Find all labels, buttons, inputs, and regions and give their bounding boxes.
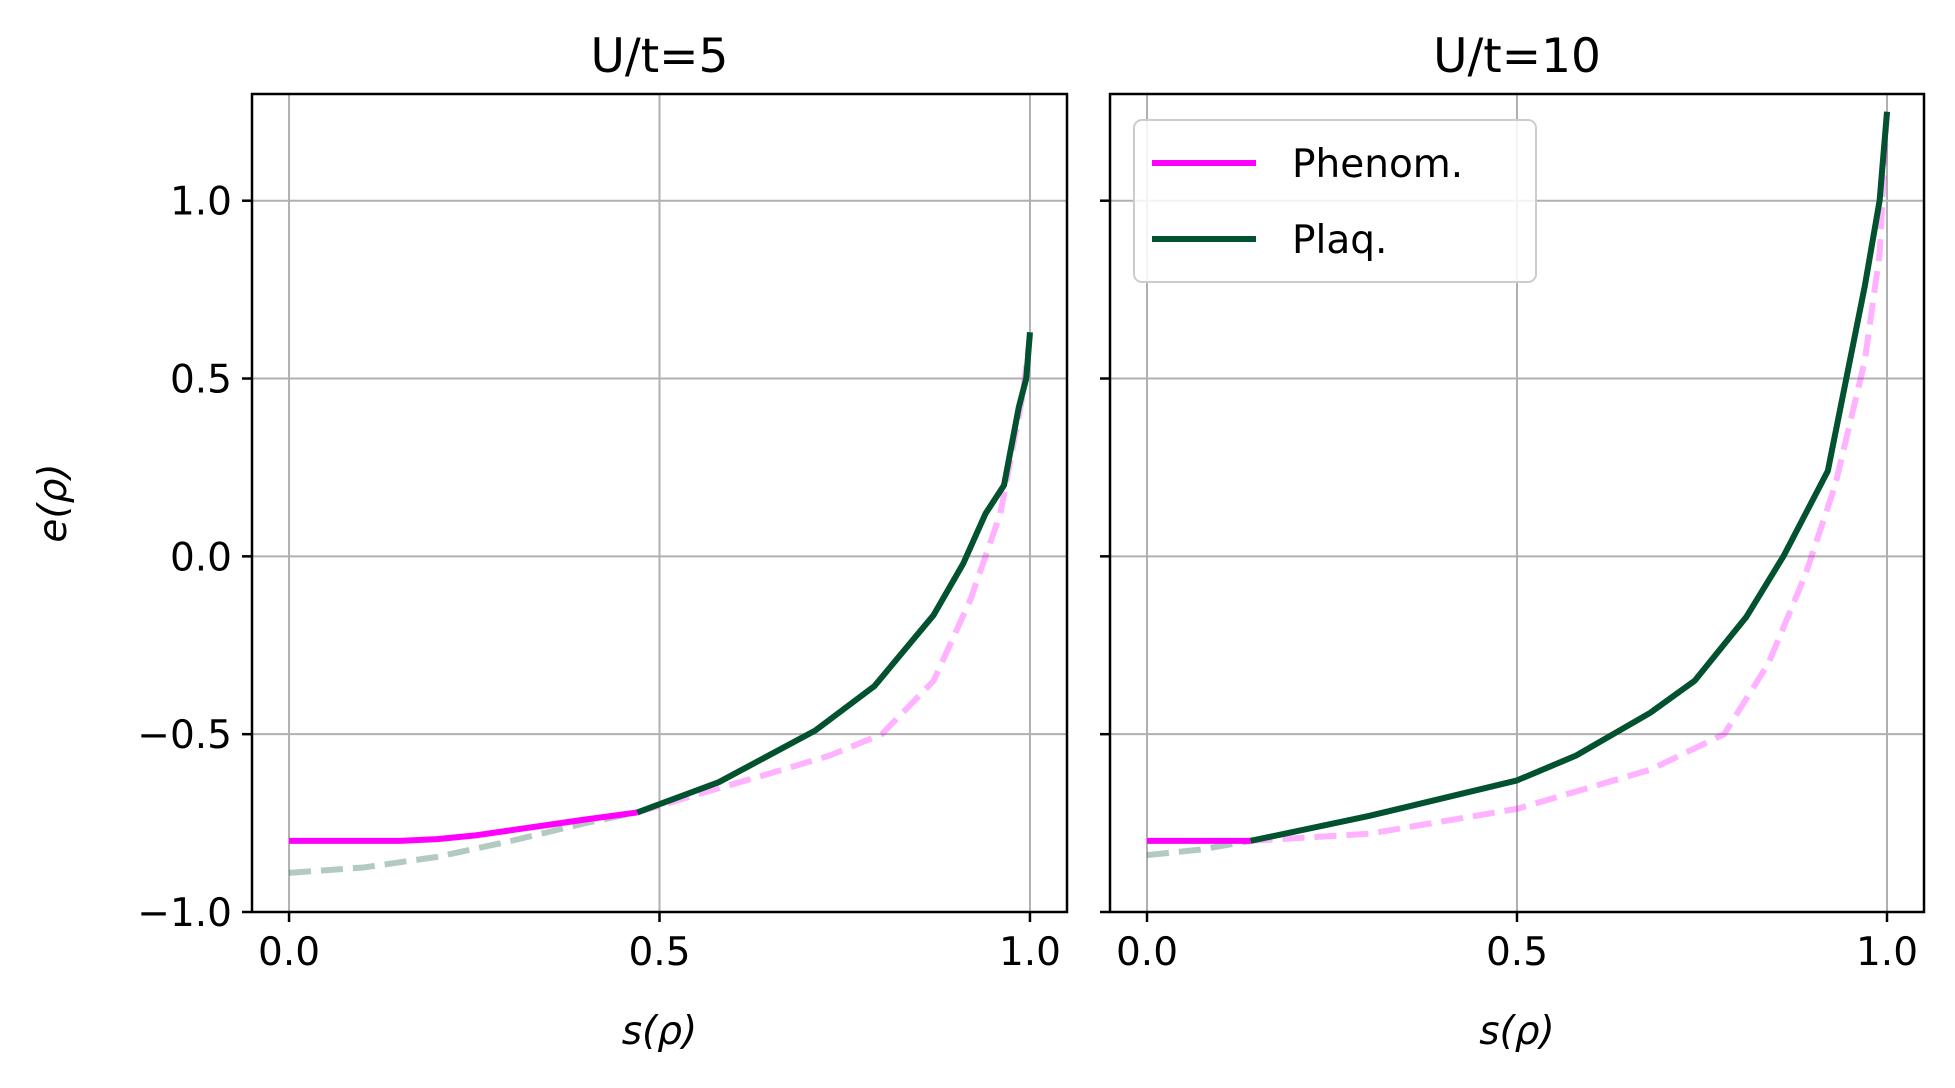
series-phenom-solid-line [289, 809, 638, 844]
y-tick-label: 0.5 [170, 358, 232, 403]
x-tick-label: 0.5 [1486, 930, 1548, 975]
x-tick-label: 0.5 [628, 930, 690, 975]
x-tick-label: 0.0 [1116, 930, 1178, 975]
y-tick-label: 1.0 [170, 180, 232, 225]
x-axis-title: s(ρ) [1479, 1009, 1555, 1054]
x-axis-title: s(ρ) [622, 1009, 698, 1054]
y-tick-label: −1.0 [137, 891, 232, 936]
panel-title: U/t=10 [1433, 29, 1601, 84]
x-tick-label: 1.0 [999, 930, 1061, 975]
legend-label-phenom: Phenom. [1292, 142, 1463, 187]
y-axis-title: e(ρ) [31, 463, 76, 542]
series-phenom-dashed-line [636, 335, 1033, 816]
series-plaq-solid-line [1249, 111, 1890, 844]
y-tick-label: −0.5 [137, 713, 232, 758]
series-plaq-dashed-line [1146, 837, 1252, 859]
panel-right: 0.0 0.5 1.0 U/t=10 s(ρ) Phenom. Plaq. [1100, 29, 1926, 1054]
panel-left: 0.0 0.5 1.0 −1.0 −0.5 0.0 0.5 1.0 U/t=5 s(ρ) e(ρ) [31, 29, 1069, 1054]
x-tick-label: 0.0 [258, 930, 320, 975]
y-tick-label: 0.0 [170, 535, 232, 580]
x-tick-label: 1.0 [1856, 930, 1918, 975]
legend-label-plaq: Plaq. [1292, 218, 1387, 263]
panel-title: U/t=5 [591, 29, 729, 84]
series-plaq-solid-line [636, 332, 1033, 816]
